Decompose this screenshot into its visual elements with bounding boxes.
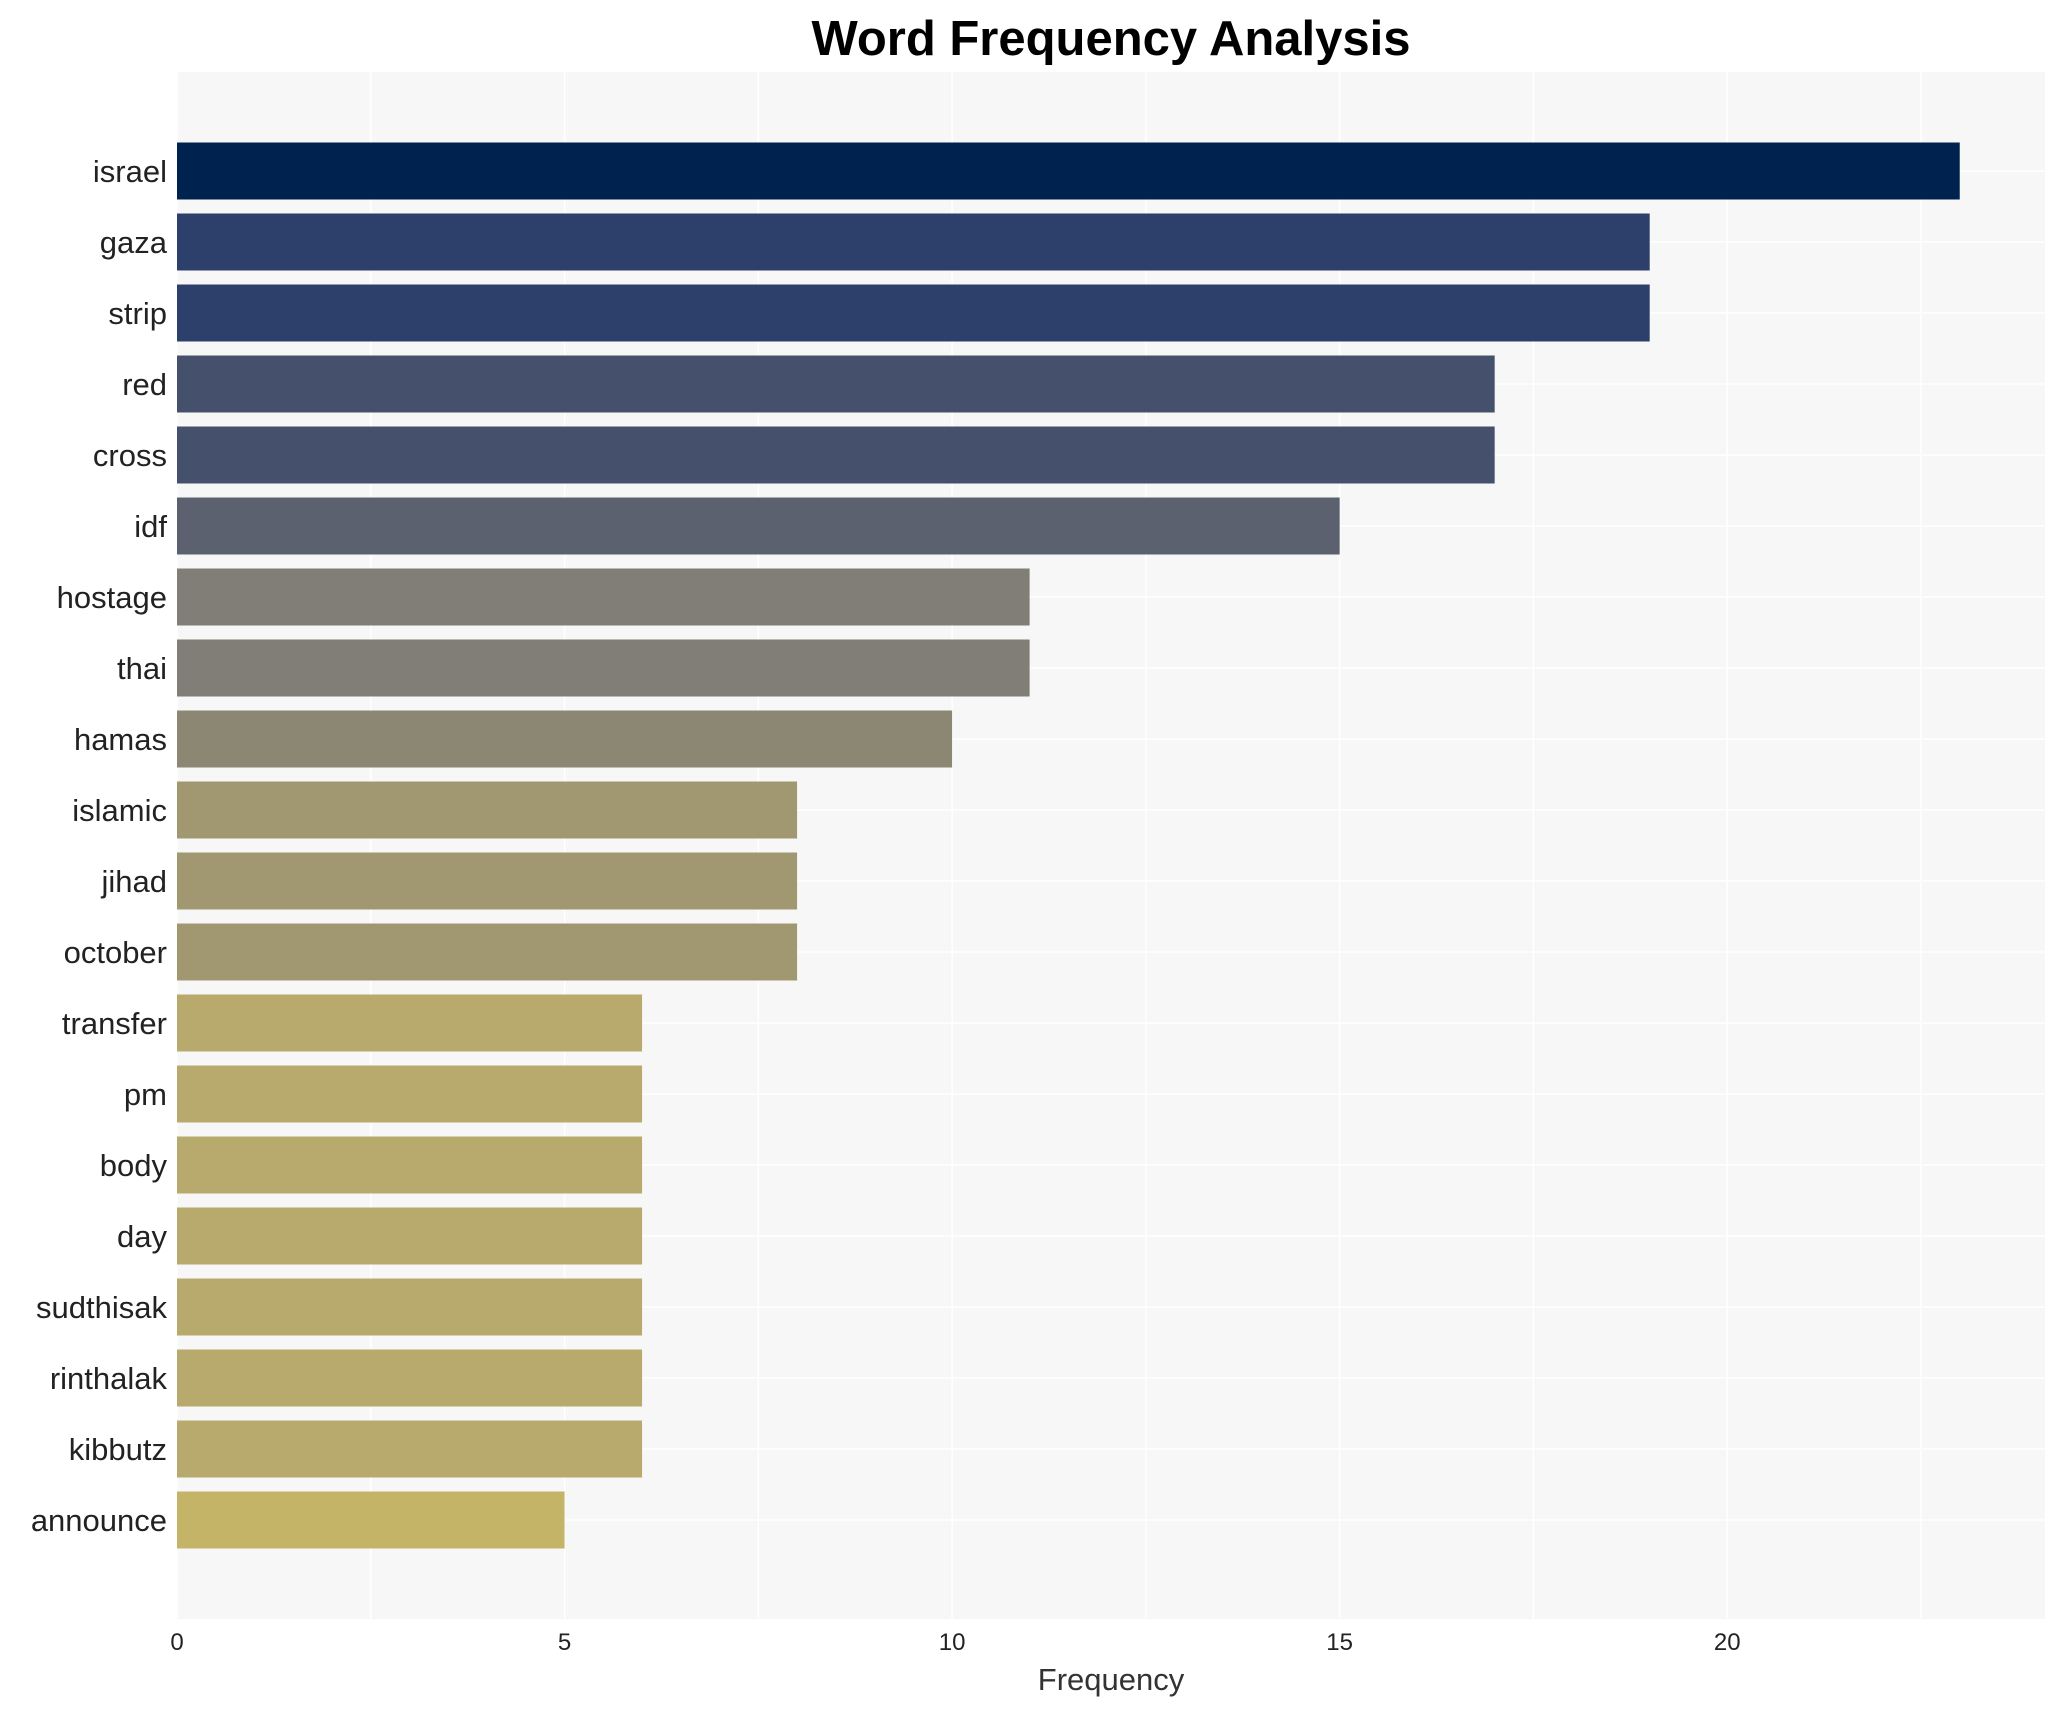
bar-october (177, 923, 798, 981)
bar-israel (177, 142, 1960, 200)
bar-pm (177, 1065, 643, 1123)
category-label-strip: strip (108, 296, 167, 331)
bar-idf (177, 497, 1340, 555)
category-label-islamic: islamic (72, 793, 167, 828)
x-tick-label: 0 (170, 1629, 183, 1656)
bar-day (177, 1207, 643, 1265)
bar-rinthalak (177, 1349, 643, 1407)
bar-red (177, 355, 1495, 413)
category-label-sudthisak: sudthisak (36, 1290, 167, 1325)
chart-title: Word Frequency Analysis (811, 12, 1410, 66)
category-labels: israel gaza strip red cross idf hostage thai ham… (31, 154, 168, 1538)
category-label-kibbutz: kibbutz (69, 1432, 167, 1467)
category-label-announce: announce (31, 1503, 167, 1538)
category-label-pm: pm (124, 1077, 167, 1112)
category-label-thai: thai (117, 651, 167, 686)
bar-transfer (177, 994, 643, 1052)
bar-body (177, 1136, 643, 1194)
bar-islamic (177, 781, 798, 839)
category-label-transfer: transfer (62, 1006, 167, 1041)
bar-hamas (177, 710, 953, 768)
category-label-rinthalak: rinthalak (50, 1361, 168, 1396)
bar-announce (177, 1491, 565, 1549)
x-tick-label: 20 (1714, 1629, 1741, 1656)
x-tick-label: 10 (939, 1629, 966, 1656)
bar-thai (177, 639, 1030, 697)
bar-sudthisak (177, 1278, 643, 1336)
x-axis-label: Frequency (1038, 1662, 1185, 1697)
category-label-israel: israel (93, 154, 167, 189)
category-label-gaza: gaza (100, 225, 168, 260)
bar-hostage (177, 568, 1030, 626)
bar-strip (177, 284, 1650, 342)
bar-gaza (177, 213, 1650, 271)
x-axis-ticks: 0 5 10 15 20 (170, 1629, 1740, 1656)
bar-jihad (177, 852, 798, 910)
bars (177, 142, 1960, 1549)
category-label-hostage: hostage (57, 580, 167, 615)
bar-cross (177, 426, 1495, 484)
category-label-body: body (100, 1148, 168, 1183)
category-label-october: october (64, 935, 167, 970)
bar-kibbutz (177, 1420, 643, 1478)
x-tick-label: 5 (558, 1629, 571, 1656)
category-label-hamas: hamas (74, 722, 167, 757)
category-label-red: red (122, 367, 167, 402)
x-tick-label: 15 (1326, 1629, 1353, 1656)
category-label-cross: cross (93, 438, 167, 473)
category-label-idf: idf (134, 509, 167, 544)
category-label-jihad: jihad (101, 864, 168, 899)
category-label-day: day (117, 1219, 167, 1254)
